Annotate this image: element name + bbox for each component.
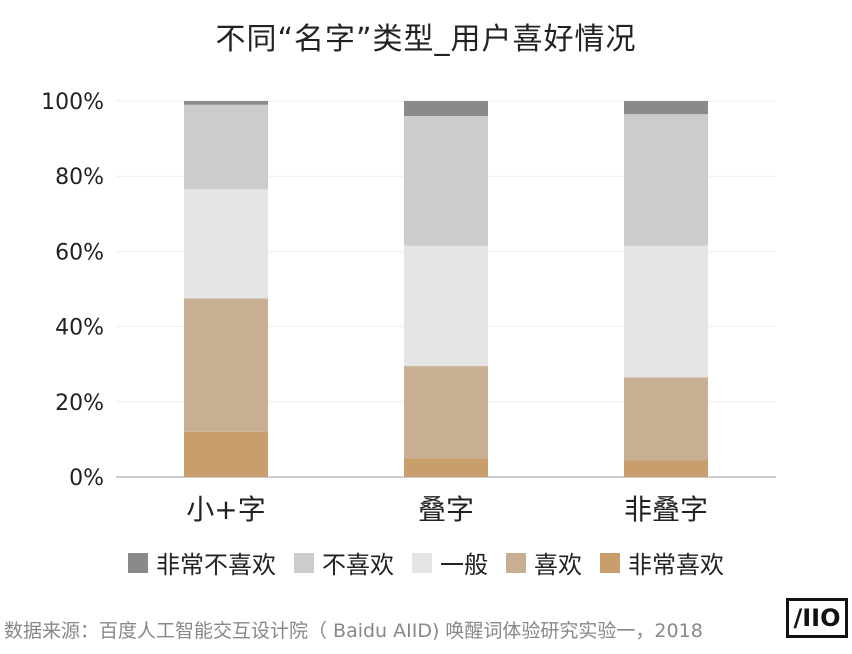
bar-segment (624, 377, 708, 461)
legend-item: 不喜欢 (294, 545, 394, 580)
y-tick-label: 100% (41, 90, 104, 115)
legend-item: 非常不喜欢 (128, 545, 276, 580)
x-category-label: 非叠字 (624, 493, 708, 526)
legend-label: 非常不喜欢 (156, 551, 276, 579)
y-tick-label: 80% (55, 165, 104, 190)
bar-segment (404, 101, 488, 117)
legend-swatch (600, 552, 620, 573)
stacked-bar-chart: 0% 20% 40% 60% 80% 100% 小+字 叠字 非叠字 (41, 90, 776, 526)
y-tick-label: 60% (55, 240, 104, 265)
bar-segment (404, 458, 488, 477)
legend-swatch (128, 552, 148, 573)
legend-label: 不喜欢 (322, 551, 394, 579)
bar-segment (184, 104, 268, 190)
data-source-note: 数据来源：百度人工智能交互设计院（ Baidu AIID) 唤醒词体验研究实验一… (4, 620, 703, 642)
bar-segment (624, 245, 708, 378)
bar-segment (404, 116, 488, 246)
x-category-label: 小+字 (186, 493, 265, 526)
bar-segment (404, 366, 488, 459)
chart-legend: 非常不喜欢 不喜欢 一般 喜欢 非常喜欢 (0, 545, 852, 580)
y-tick-label: 20% (55, 391, 104, 416)
chart-title: 不同“名字”类型_用户喜好情况 (215, 22, 637, 57)
bar-segment (184, 298, 268, 432)
y-tick-label: 0% (69, 466, 104, 491)
legend-item: 非常喜欢 (600, 545, 724, 580)
aiid-logo: /IIO (786, 598, 848, 638)
legend-item: 喜欢 (506, 545, 582, 580)
bar-segment (184, 101, 268, 105)
legend-swatch (412, 552, 432, 573)
bar-segment (184, 189, 268, 299)
legend-label: 喜欢 (534, 551, 582, 579)
legend-swatch (506, 552, 526, 573)
legend-item: 一般 (412, 545, 488, 580)
bar-segment (184, 431, 268, 477)
bar-segment (624, 101, 708, 115)
bar-segment (624, 460, 708, 477)
legend-label: 非常喜欢 (628, 551, 724, 579)
y-tick-label: 40% (55, 316, 104, 341)
x-category-label: 叠字 (418, 493, 474, 526)
legend-label: 一般 (440, 551, 488, 579)
bar-segment (624, 114, 708, 246)
legend-swatch (294, 552, 314, 573)
bar-segment (404, 245, 488, 367)
